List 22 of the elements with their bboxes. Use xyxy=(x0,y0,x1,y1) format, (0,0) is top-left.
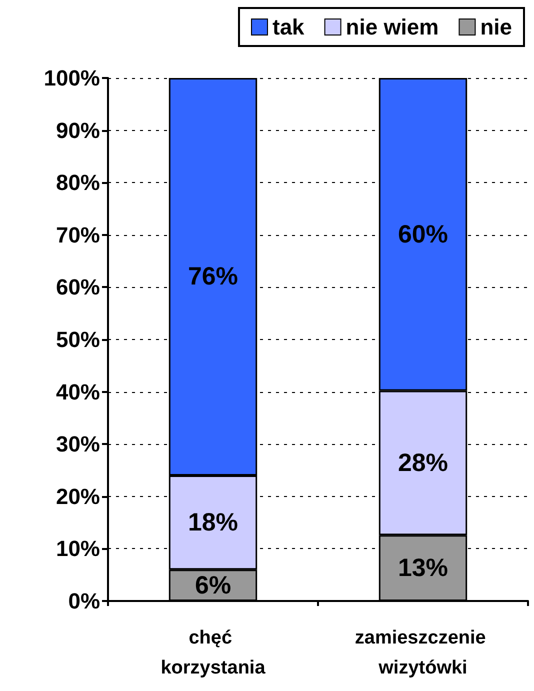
y-tick-label: 0% xyxy=(68,588,100,614)
y-tick-label: 90% xyxy=(56,118,100,143)
data-label: 28% xyxy=(398,448,448,477)
y-tick-label: 30% xyxy=(56,432,100,457)
y-tick-label: 10% xyxy=(56,536,100,562)
legend-label: nie xyxy=(480,14,512,40)
data-label: 60% xyxy=(398,220,448,248)
y-tick-label: 60% xyxy=(56,274,100,300)
legend-label: tak xyxy=(272,14,306,40)
data-label: 18% xyxy=(188,508,238,537)
legend-label: nie wiem xyxy=(346,14,439,40)
y-tick-label: 50% xyxy=(56,327,100,352)
data-label: 6% xyxy=(194,571,232,600)
y-tick-label: 80% xyxy=(56,170,100,196)
y-tick-label: 40% xyxy=(56,379,100,404)
y-tick-label: 100% xyxy=(44,66,100,90)
x-tick-label: zamieszczenie wizytówki xyxy=(354,628,492,678)
x-tick-label: chęć korzystania xyxy=(160,628,266,678)
y-tick-label: 20% xyxy=(56,484,100,509)
data-label: 13% xyxy=(398,554,448,582)
data-label: 76% xyxy=(188,262,238,291)
y-tick-label: 70% xyxy=(56,222,100,248)
